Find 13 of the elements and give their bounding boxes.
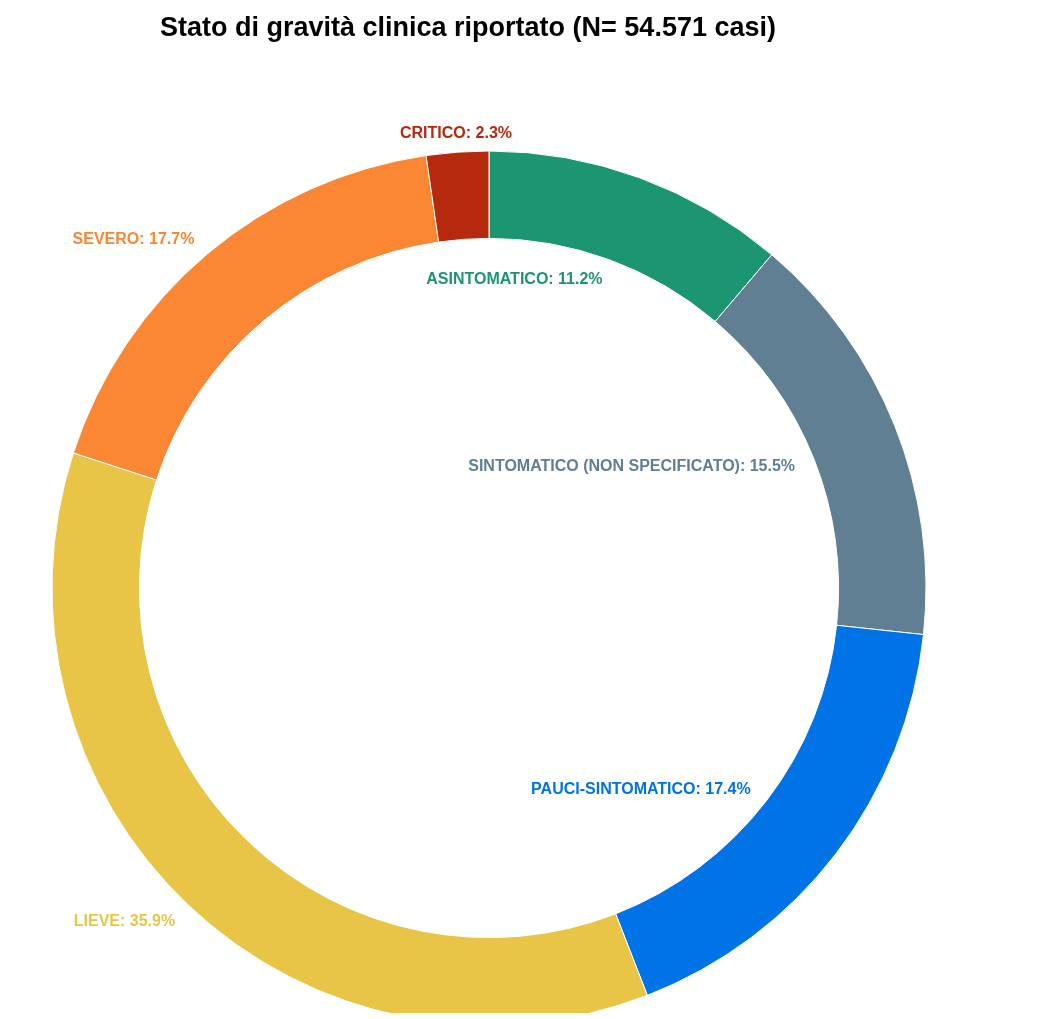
data-label: : 15.5%: [739, 457, 796, 475]
data-label: : 17.7%: [139, 230, 195, 248]
data-label: : 35.9%: [119, 911, 176, 929]
slice-label: PAUCI-SINTOMATICO: [531, 779, 696, 797]
slice-label: LIEVE: [73, 911, 121, 929]
slice-label: CRITICO: [399, 123, 466, 141]
chart-title: Stato di gravità clinica riportato (N= 54.571 casi): [160, 12, 776, 42]
slice-label: SINTOMATICO (NON SPECIFICATO): [468, 457, 740, 475]
data-label: : 17.4%: [695, 779, 751, 797]
data-label: : 11.2%: [548, 270, 603, 288]
slice-label: SEVERO: [72, 230, 140, 248]
slice-label: ASINTOMATICO: [426, 270, 549, 288]
data-label: : 2.3%: [465, 123, 513, 141]
